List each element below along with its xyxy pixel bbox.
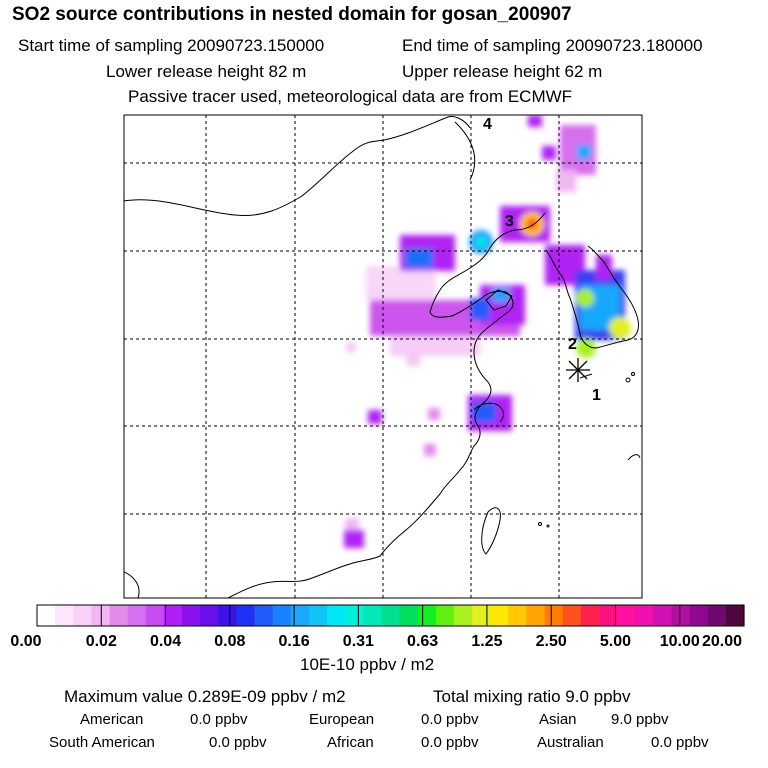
colorbar-swatch <box>327 605 346 626</box>
colorbar-swatch <box>689 605 709 626</box>
colorbar-swatch <box>490 605 509 626</box>
region-name: Asian <box>539 711 577 728</box>
plot-title: SO2 source contributions in nested domai… <box>12 4 572 25</box>
colorbar-swatch <box>236 605 256 626</box>
colorbar-swatch <box>163 605 183 626</box>
colorbar-swatch <box>308 605 328 626</box>
map-label-3: 3 <box>505 213 514 230</box>
colorbar-swatch <box>218 605 238 626</box>
colorbar-tick-label: 0.16 <box>278 633 310 650</box>
colorbar-tick-label: 10.00 <box>659 633 700 650</box>
colorbar-swatch <box>345 605 364 626</box>
upper-release-height: Upper release height 62 m <box>402 62 603 81</box>
map-area: 1 2 3 4 <box>124 115 642 598</box>
colorbar-swatch <box>109 605 129 626</box>
colorbar-swatch <box>725 605 745 626</box>
region-name: American <box>80 711 144 728</box>
graticule <box>124 115 642 598</box>
colorbar-swatch <box>508 605 528 626</box>
colorbar-tick-label: 0.31 <box>342 633 374 650</box>
colorbar-tick-label: 20.00 <box>701 633 743 650</box>
colorbar-swatch <box>363 605 383 626</box>
colorbar-border <box>36 604 745 627</box>
region-name: African <box>327 734 374 751</box>
total-mixing-ratio: Total mixing ratio 9.0 ppbv <box>433 687 631 706</box>
colorbar-swatch <box>399 605 419 626</box>
colorbar-unit: 10E-10 ppbv / m2 <box>300 655 435 674</box>
colorbar-tick-label: 2.50 <box>535 633 567 650</box>
colorbar-tick-label: 5.00 <box>599 633 632 650</box>
lower-release-height: Lower release height 82 m <box>106 62 307 81</box>
colorbar-swatch <box>381 605 401 626</box>
colorbar-tick-label: 0.04 <box>149 633 182 650</box>
map-frame <box>123 114 643 599</box>
colorbar-tick-label: 0.08 <box>214 633 246 650</box>
colorbar-swatch <box>526 605 546 626</box>
colorbar-swatch <box>55 605 74 626</box>
colorbar-swatch <box>254 605 274 626</box>
colorbar-swatch <box>435 605 455 626</box>
receptor-star-icon <box>566 358 590 382</box>
colorbar-swatch <box>272 605 292 626</box>
region-value: 9.0 ppbv <box>611 711 669 728</box>
colorbar-swatch <box>127 605 147 626</box>
region-value: 0.0 ppbv <box>421 734 479 751</box>
colorbar-tick-label: 0.00 <box>10 633 42 650</box>
map-label-1: 1 <box>592 387 601 404</box>
end-time: End time of sampling 20090723.180000 <box>402 36 703 55</box>
colorbar-swatch <box>37 605 56 626</box>
colorbar-tick-label: 1.25 <box>471 633 503 650</box>
colorbar <box>36 604 745 627</box>
colorbar-swatch <box>562 605 582 626</box>
colorbar-swatch <box>472 605 491 626</box>
colorbar-swatch <box>635 605 654 626</box>
map-label-4: 4 <box>483 116 492 133</box>
coastlines <box>124 116 641 598</box>
colorbar-swatch <box>145 605 165 626</box>
region-value: 0.0 ppbv <box>421 711 479 728</box>
colorbar-swatch <box>73 605 92 626</box>
region-value: 0.0 ppbv <box>190 711 248 728</box>
concentration-plumes <box>344 115 631 548</box>
colorbar-swatch <box>544 605 564 626</box>
colorbar-swatch <box>182 605 201 626</box>
colorbar-swatch <box>417 605 437 626</box>
colorbar-swatch <box>200 605 219 626</box>
region-value: 0.0 ppbv <box>209 734 267 751</box>
region-value: 0.0 ppbv <box>651 734 709 751</box>
colorbar-swatch <box>91 605 111 626</box>
maximum-value: Maximum value 0.289E-09 ppbv / m2 <box>64 687 346 706</box>
colorbar-swatch <box>580 605 600 626</box>
tracer-note: Passive tracer used, meteorological data… <box>128 87 573 106</box>
region-name: Australian <box>537 734 604 751</box>
colorbar-tick-label: 0.63 <box>407 633 439 650</box>
colorbar-swatch <box>653 605 673 626</box>
colorbar-swatch <box>290 605 310 626</box>
colorbar-swatch <box>617 605 636 626</box>
start-time: Start time of sampling 20090723.150000 <box>18 36 325 55</box>
colorbar-swatch <box>453 605 473 626</box>
colorbar-swatch <box>671 605 691 626</box>
colorbar-tick-label: 0.02 <box>85 633 117 650</box>
map-label-2: 2 <box>568 336 577 353</box>
colorbar-swatch <box>707 605 727 626</box>
region-name: South American <box>49 734 155 751</box>
colorbar-swatch <box>598 605 618 626</box>
region-name: European <box>309 711 375 728</box>
